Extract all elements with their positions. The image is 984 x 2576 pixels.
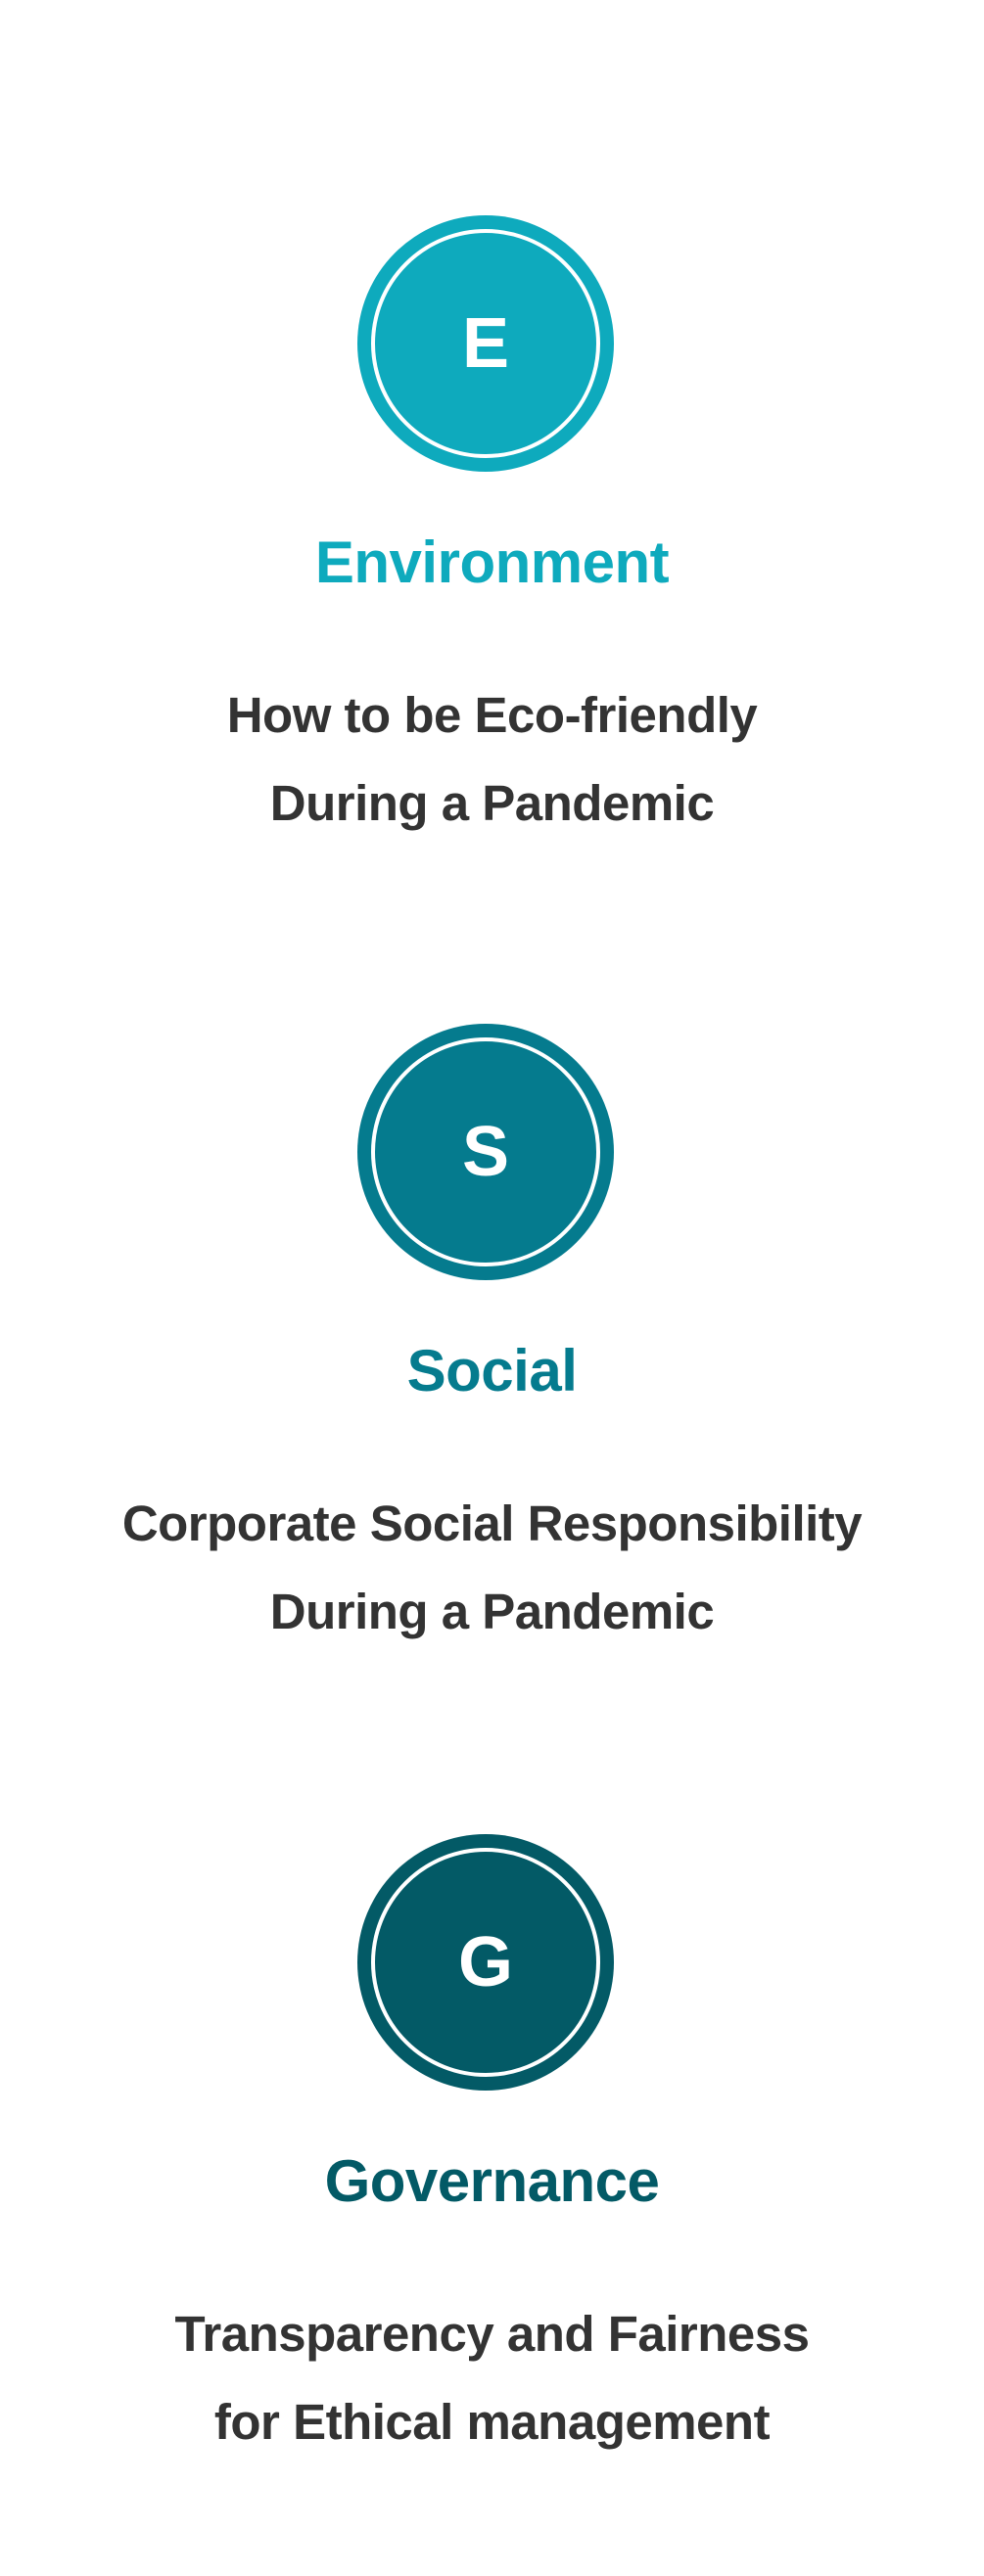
badge-letter: G (457, 1923, 513, 2001)
environment-title: Environment (314, 529, 670, 595)
description-line-2: During a Pandemic (269, 775, 715, 831)
governance-description: Transparency and Fairness for Ethical ma… (0, 2290, 984, 2466)
description-line-2: During a Pandemic (269, 1584, 715, 1639)
social-description: Corporate Social Responsibility During a… (0, 1480, 984, 1656)
badge-letter: S (461, 1113, 510, 1191)
description-line-1: Corporate Social Responsibility (121, 1495, 863, 1551)
governance-section: G Governance Transparency and Fairness f… (0, 1834, 984, 2466)
environment-section: E Environment How to be Eco-friendly Dur… (0, 0, 984, 861)
badge-ring (371, 229, 600, 458)
description-line-1: Transparency and Fairness (174, 2306, 810, 2362)
description-line-1: How to be Eco-friendly (226, 687, 758, 743)
environment-badge: E (357, 215, 614, 472)
badge-ring (371, 1037, 600, 1266)
badge-ring (371, 1848, 600, 2077)
environment-description: How to be Eco-friendly During a Pandemic (0, 671, 984, 848)
governance-badge: G (357, 1834, 614, 2091)
social-title: Social (406, 1338, 578, 1403)
badge-letter: E (461, 304, 510, 383)
governance-title: Governance (324, 2148, 660, 2214)
social-section: S Social Corporate Social Responsibility… (0, 1024, 984, 1656)
description-line-2: for Ethical management (213, 2394, 771, 2450)
social-badge: S (357, 1024, 614, 1280)
